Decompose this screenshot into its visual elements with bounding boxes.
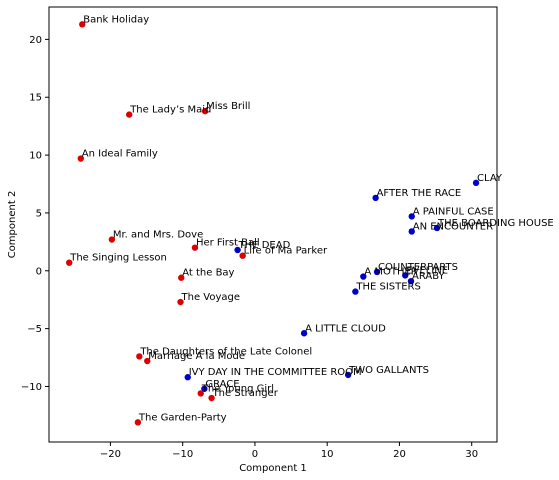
point-label: COUNTERPARTS: [378, 262, 458, 273]
y-tick-label: 20: [29, 35, 42, 46]
point-label: The Garden-Party: [138, 412, 227, 423]
scatter-point: [208, 394, 215, 402]
scatter-point: [79, 21, 86, 28]
point-label: THE BOARDING HOUSE: [437, 218, 554, 229]
point-label: Life of Ma Parker: [244, 246, 328, 257]
point-label: THE DEAD: [238, 240, 291, 251]
scatter-point: [433, 224, 441, 232]
point-label: THE SISTERS: [355, 282, 421, 293]
y-axis-title: Component 2: [7, 191, 18, 259]
x-tick-label: 30: [465, 449, 478, 460]
scatter-point: [184, 374, 191, 381]
y-tick-label: 0: [36, 266, 42, 277]
plot-area: [48, 6, 498, 443]
y-tick-label: −10: [21, 382, 42, 393]
scatter-point: [408, 228, 415, 235]
x-axis-title: Component 1: [239, 463, 307, 474]
scatter-point: [126, 111, 133, 118]
scatter-point: [360, 273, 367, 280]
scatter-point: [373, 268, 381, 276]
scatter-point: [178, 274, 185, 281]
point-label: ARABY: [412, 271, 446, 282]
point-label: The Voyage: [181, 292, 241, 303]
y-tick-label: 10: [29, 151, 42, 162]
point-label: The Young Girl: [201, 383, 274, 394]
scatter-point: [177, 298, 184, 306]
scatter-point: [372, 194, 379, 202]
point-label: Miss Brill: [206, 101, 250, 112]
point-label: TWO GALLANTS: [348, 365, 429, 376]
scatter-point: [407, 277, 415, 285]
scatter-point: [108, 236, 116, 243]
scatter-point: [134, 419, 142, 426]
point-label: At the Bay: [182, 268, 234, 279]
point-label: IVY DAY IN THE COMMITTEE ROOM: [189, 367, 362, 378]
x-tick-label: 20: [393, 449, 406, 460]
point-label: A PAINFUL CASE: [413, 206, 494, 217]
y-tick-label: 5: [36, 208, 42, 219]
scatter-point: [344, 371, 352, 379]
point-label: The Lady’s Maid: [129, 105, 211, 116]
point-label: EVELINE: [406, 265, 448, 276]
scatter-point: [136, 353, 143, 360]
x-tick-label: 10: [321, 449, 334, 460]
scatter-point: [77, 155, 84, 162]
scatter-point: [408, 213, 415, 220]
scatter-point: [197, 390, 204, 397]
scatter-point: [472, 179, 480, 187]
point-label: Mr. and Mrs. Dove: [113, 230, 203, 241]
data-points: [66, 21, 480, 426]
scatter-point: [239, 252, 246, 259]
scatter-point: [201, 107, 209, 115]
scatter-point: [300, 330, 308, 337]
point-label: AN ENCOUNTER: [413, 221, 493, 232]
point-label: CLAY: [477, 173, 503, 184]
point-label: An Ideal Family: [82, 149, 158, 160]
y-tick-label: 15: [29, 93, 42, 104]
point-label: GRACE: [205, 379, 239, 390]
scatter-point: [201, 385, 208, 392]
scatter-point: [352, 288, 359, 295]
scatter-point: [144, 357, 151, 365]
point-label: The Daughters of the Late Colonel: [139, 346, 312, 357]
point-label: A MOTHER: [364, 267, 417, 278]
x-tick-label: 0: [252, 449, 258, 460]
scatter-point: [66, 259, 73, 266]
scatter-point: [402, 272, 409, 279]
x-tick-label: −20: [100, 449, 121, 460]
point-label: Her First Ball: [196, 238, 260, 249]
point-label: The Singing Lesson: [69, 253, 167, 264]
y-tick-label: −5: [27, 324, 42, 335]
point-label: Bank Holiday: [83, 14, 149, 25]
y-axis: −10 −5 0 5 10 15 20: [21, 35, 49, 393]
point-label: The Stranger: [212, 388, 279, 399]
x-axis: −20 −10 0 10 20 30: [100, 442, 478, 460]
point-label: AFTER THE RACE: [377, 188, 462, 199]
point-label: A LITTLE CLOUD: [305, 323, 386, 334]
scatter-point: [191, 244, 199, 251]
scatter-point: [234, 246, 241, 254]
point-label: Marriage A la Mode: [148, 351, 245, 362]
x-tick-label: −10: [172, 449, 193, 460]
